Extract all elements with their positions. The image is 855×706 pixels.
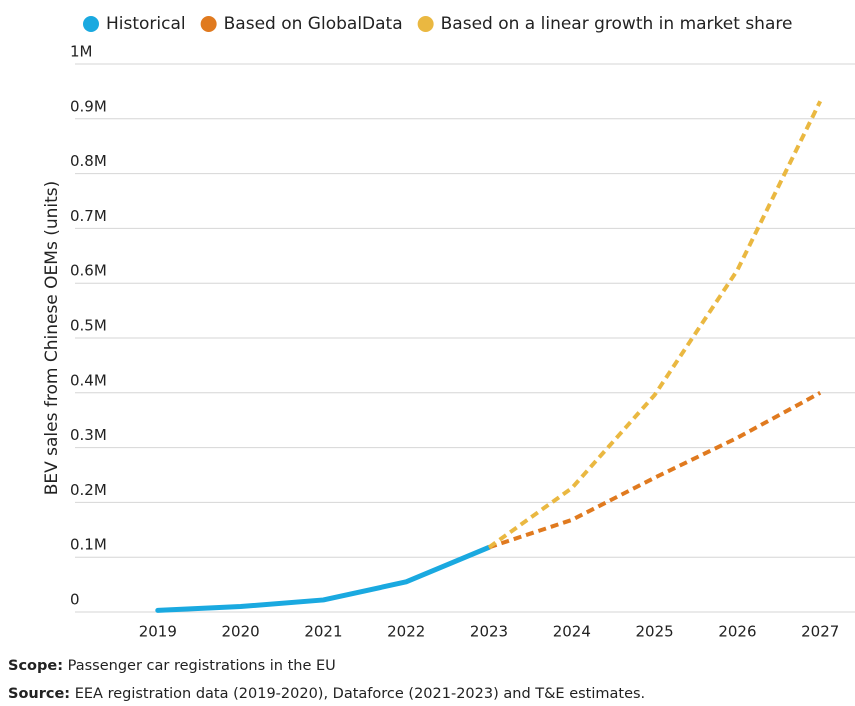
y-tick-label: 1M xyxy=(70,43,93,61)
y-tick-label: 0 xyxy=(70,591,80,609)
scope-text: Passenger car registrations in the EU xyxy=(68,658,336,674)
legend-label: Based on a linear growth in market share xyxy=(441,14,793,34)
x-tick-label: 2021 xyxy=(304,623,342,641)
x-tick-label: 2022 xyxy=(387,623,425,641)
legend-label: Historical xyxy=(106,14,186,34)
y-tick-label: 0.6M xyxy=(70,262,107,280)
y-tick-label: 0.5M xyxy=(70,317,107,335)
x-tick-label: 2027 xyxy=(801,623,839,641)
source-note: Source: EEA registration data (2019-2020… xyxy=(8,686,645,702)
y-tick-label: 0.9M xyxy=(70,97,107,115)
y-axis-label: BEV sales from Chinese OEMs (units) xyxy=(42,181,62,496)
y-tick-label: 0.2M xyxy=(70,481,107,499)
y-tick-label: 0.3M xyxy=(70,426,107,444)
x-tick-label: 2019 xyxy=(139,623,177,641)
x-tick-label: 2025 xyxy=(636,623,674,641)
legend-swatch xyxy=(83,16,99,32)
series-line xyxy=(487,100,823,549)
scope-note: Scope: Passenger car registrations in th… xyxy=(8,658,336,674)
source-label: Source: xyxy=(8,686,70,702)
x-tick-label: 2023 xyxy=(470,623,508,641)
y-tick-label: 0.1M xyxy=(70,536,107,554)
x-tick-label: 2026 xyxy=(718,623,756,641)
source-text: EEA registration data (2019-2020), Dataf… xyxy=(75,686,645,702)
series-line xyxy=(488,391,822,550)
legend-swatch xyxy=(417,16,434,32)
y-tick-label: 0.4M xyxy=(70,371,107,389)
scope-label: Scope: xyxy=(8,658,63,674)
legend-swatch xyxy=(200,16,217,32)
legend-label: Based on GlobalData xyxy=(224,14,403,34)
series-line xyxy=(155,544,492,613)
y-tick-label: 0.8M xyxy=(70,152,107,170)
x-tick-label: 2020 xyxy=(222,623,260,641)
y-tick-label: 0.7M xyxy=(70,207,107,225)
x-tick-label: 2024 xyxy=(553,623,591,641)
